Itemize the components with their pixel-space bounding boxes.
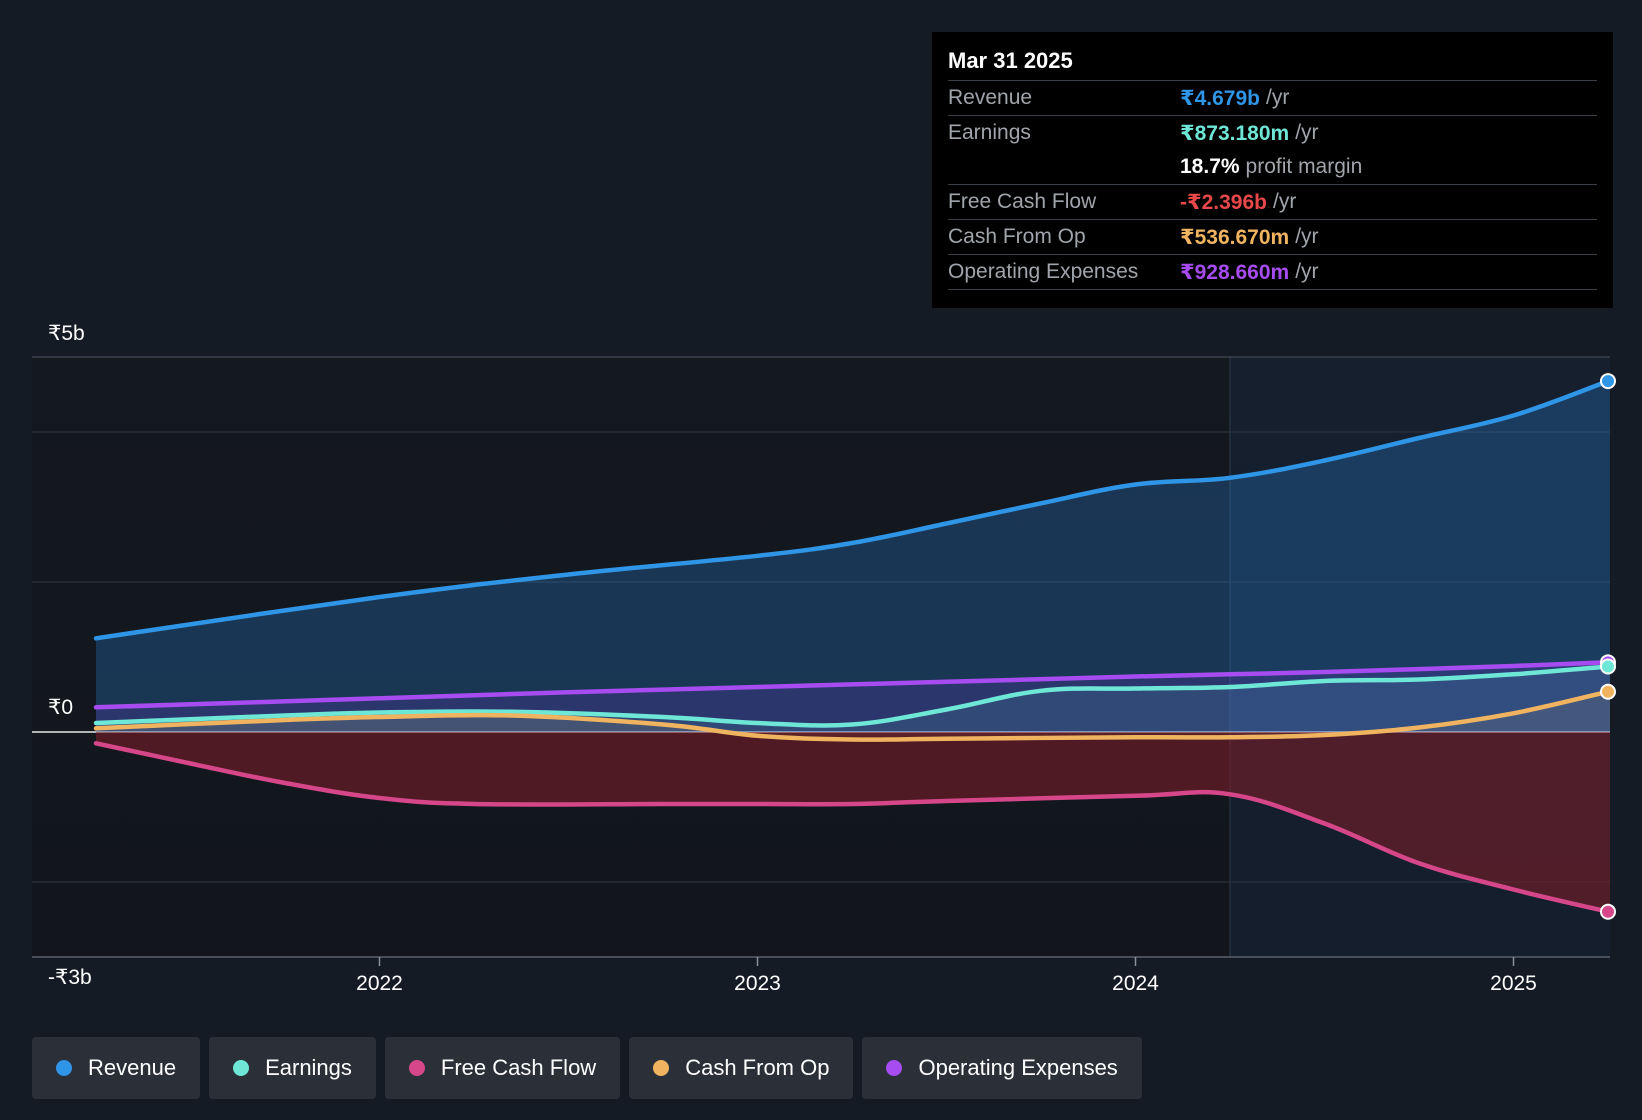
- y-tick-label: ₹0: [48, 696, 73, 719]
- tooltip-unit: /yr: [1272, 190, 1297, 213]
- tooltip-label: Revenue: [948, 86, 1033, 109]
- tooltip-value: ₹4.679b: [1180, 86, 1260, 110]
- legend-label: Cash From Op: [685, 1055, 830, 1080]
- tooltip-row-margin: 18.7% profit margin: [948, 150, 1597, 184]
- line-cash-from-op: [93, 689, 1611, 742]
- legend-label: Free Cash Flow: [440, 1055, 597, 1080]
- area-cash-from-op: [96, 691, 1610, 740]
- legend-label: Operating Expenses: [918, 1055, 1118, 1080]
- tooltip-value: ₹928.660m: [1180, 260, 1290, 284]
- line-operating-expenses: [93, 660, 1611, 710]
- tooltip-panel: Mar 31 2025 Revenue ₹4.679b /yr Earnings…: [932, 32, 1613, 308]
- tooltip-unit: /yr: [1295, 260, 1319, 283]
- area-free-cash-flow: [96, 732, 1610, 912]
- end-markers: [1600, 373, 1616, 920]
- legend-label: Earnings: [265, 1055, 352, 1080]
- legend-item-operating-expenses[interactable]: Operating Expenses: [862, 1037, 1142, 1099]
- legend: Revenue Earnings Free Cash Flow Cash Fro…: [32, 1037, 1142, 1099]
- tooltip-row-fcf: Free Cash Flow -₹2.396b /yr: [948, 184, 1597, 219]
- y-tick-label: -₹3b: [48, 966, 92, 989]
- x-tick-label: 2022: [356, 972, 403, 995]
- x-tick-label: 2024: [1112, 972, 1159, 995]
- tooltip-label: Earnings: [948, 121, 1031, 144]
- chart-area: ₹5b ₹0 -₹3b 2022 2023 2024 2025: [32, 322, 1616, 995]
- legend-label: Revenue: [88, 1055, 177, 1080]
- end-marker-cash-from-op: [1600, 683, 1616, 700]
- tooltip-row-revenue: Revenue ₹4.679b /yr: [948, 80, 1597, 115]
- tooltip-value: ₹873.180m: [1180, 121, 1290, 145]
- legend-dot-icon: [233, 1060, 250, 1076]
- end-marker-free-cash-flow: [1600, 903, 1616, 920]
- x-tick-label: 2025: [1490, 972, 1537, 995]
- tooltip-unit: /yr: [1295, 225, 1319, 248]
- tooltip-unit: profit margin: [1245, 155, 1363, 178]
- tooltip-label: Cash From Op: [948, 225, 1086, 248]
- legend-item-revenue[interactable]: Revenue: [32, 1037, 201, 1099]
- tooltip-row-earnings: Earnings ₹873.180m /yr: [948, 115, 1597, 150]
- legend-dot-icon: [886, 1060, 903, 1076]
- line-free-cash-flow: [93, 741, 1611, 914]
- tooltip-row-opex: Operating Expenses ₹928.660m /yr: [948, 254, 1597, 289]
- tooltip-divider: [948, 289, 1597, 290]
- tooltip-unit: /yr: [1295, 121, 1319, 144]
- axes: ₹5b ₹0 -₹3b 2022 2023 2024 2025: [32, 322, 1610, 995]
- x-tick-label: 2023: [734, 972, 781, 995]
- area-revenue: [96, 381, 1610, 732]
- tooltip-label: Free Cash Flow: [948, 190, 1097, 213]
- legend-item-cash-from-op[interactable]: Cash From Op: [629, 1037, 854, 1099]
- legend-item-free-cash-flow[interactable]: Free Cash Flow: [384, 1037, 621, 1099]
- tooltip-row-cfo: Cash From Op ₹536.670m /yr: [948, 219, 1597, 254]
- tooltip-value: -₹2.396b: [1180, 190, 1267, 214]
- tooltip-value: ₹536.670m: [1180, 225, 1290, 249]
- tooltip-unit: /yr: [1266, 86, 1290, 109]
- legend-dot-icon: [653, 1060, 670, 1076]
- tooltip-date: Mar 31 2025: [948, 48, 1073, 73]
- line-earnings: [93, 664, 1611, 728]
- tooltip-value: 18.7%: [1180, 155, 1240, 178]
- y-tick-label: ₹5b: [48, 322, 85, 345]
- line-revenue: [93, 378, 1611, 641]
- legend-dot-icon: [408, 1060, 425, 1076]
- end-marker-revenue: [1600, 373, 1616, 390]
- end-marker-earnings: [1600, 658, 1616, 675]
- legend-dot-icon: [56, 1060, 72, 1076]
- series-lines: [93, 378, 1611, 914]
- tooltip-label: Operating Expenses: [948, 260, 1139, 283]
- legend-item-earnings[interactable]: Earnings: [209, 1037, 376, 1099]
